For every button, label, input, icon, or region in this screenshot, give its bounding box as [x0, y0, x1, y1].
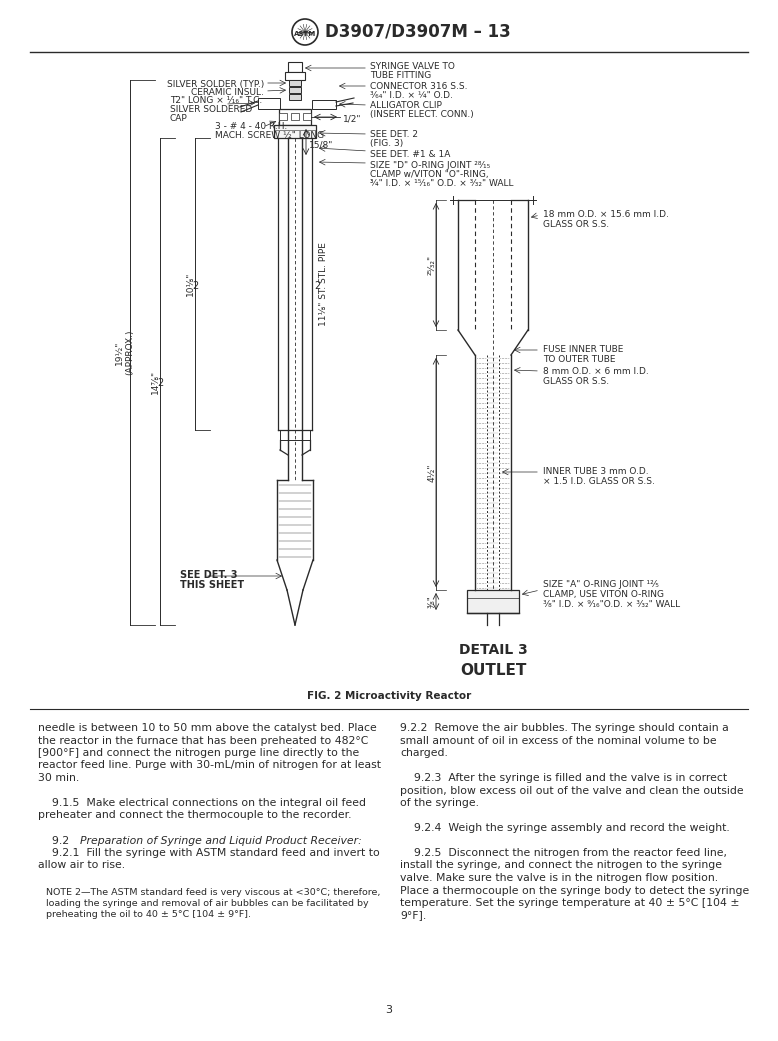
Text: TUBE FITTING: TUBE FITTING [370, 71, 431, 80]
Text: GLASS OR S.S.: GLASS OR S.S. [543, 220, 609, 229]
Text: 9°F].: 9°F]. [400, 911, 426, 920]
Text: 9.2.1  Fill the syringe with ASTM standard feed and invert to: 9.2.1 Fill the syringe with ASTM standar… [38, 848, 380, 858]
Bar [258, 98, 280, 109]
Text: TO OUTER TUBE: TO OUTER TUBE [543, 355, 615, 364]
Bar [285, 72, 305, 80]
Text: [900°F] and connect the nitrogen purge line directly to the: [900°F] and connect the nitrogen purge l… [38, 748, 359, 758]
Text: MACH. SCREW ½" LONG: MACH. SCREW ½" LONG [215, 131, 324, 139]
Text: position, blow excess oil out of the valve and clean the outside: position, blow excess oil out of the val… [400, 786, 744, 795]
Text: × 1.5 I.D. GLASS OR S.S.: × 1.5 I.D. GLASS OR S.S. [543, 477, 655, 486]
Bar [303, 113, 311, 120]
Text: T2" LONG × ¹⁄₁₆" T.C.: T2" LONG × ¹⁄₁₆" T.C. [170, 96, 262, 105]
Bar [467, 590, 519, 613]
Bar [312, 100, 336, 109]
Text: CONNECTOR 316 S.S.: CONNECTOR 316 S.S. [370, 82, 468, 91]
Bar [291, 113, 299, 120]
Text: reactor feed line. Purge with 30-mL/min of nitrogen for at least: reactor feed line. Purge with 30-mL/min … [38, 761, 381, 770]
Text: FIG. 2 Microactivity Reactor: FIG. 2 Microactivity Reactor [307, 691, 471, 701]
Text: OUTLET: OUTLET [460, 663, 526, 678]
Text: 3 - # 4 - 40 R.H.: 3 - # 4 - 40 R.H. [215, 122, 287, 131]
Text: SEE DET. #1 & 1A: SEE DET. #1 & 1A [370, 150, 450, 159]
Text: temperature. Set the syringe temperature at 40 ± 5°C [104 ±: temperature. Set the syringe temperature… [400, 898, 740, 908]
Text: Place a thermocouple on the syringe body to detect the syringe: Place a thermocouple on the syringe body… [400, 886, 749, 895]
Text: 9.2.5  Disconnect the nitrogen from the reactor feed line,: 9.2.5 Disconnect the nitrogen from the r… [400, 848, 727, 858]
Text: loading the syringe and removal of air bubbles can be facilitated by: loading the syringe and removal of air b… [46, 899, 369, 908]
Text: preheater and connect the thermocouple to the recorder.: preheater and connect the thermocouple t… [38, 811, 352, 820]
Text: SIZE "A" O-RING JOINT ¹²⁄₅: SIZE "A" O-RING JOINT ¹²⁄₅ [543, 580, 659, 589]
Text: ³⁄₆₄" I.D. × ¼" O.D.: ³⁄₆₄" I.D. × ¼" O.D. [370, 91, 453, 100]
Text: Preparation of Syringe and Liquid Product Receiver:: Preparation of Syringe and Liquid Produc… [80, 836, 362, 845]
Text: SEE DET. 2: SEE DET. 2 [370, 130, 418, 139]
Text: 4½": 4½" [427, 463, 436, 482]
Text: 2: 2 [157, 379, 163, 388]
Text: 11⅛" ST. STL. PIPE: 11⅛" ST. STL. PIPE [320, 243, 328, 326]
Text: 10⅛": 10⅛" [185, 272, 194, 297]
Text: 2: 2 [192, 281, 198, 291]
Text: THIS SHEET: THIS SHEET [180, 580, 244, 590]
Text: 14⅞": 14⅞" [150, 370, 159, 393]
Text: of the syringe.: of the syringe. [400, 798, 479, 808]
Text: CERAMIC INSUL.: CERAMIC INSUL. [191, 88, 264, 97]
Text: 15/8": 15/8" [309, 139, 334, 149]
Bar [280, 430, 310, 440]
Text: 30 min.: 30 min. [38, 773, 79, 783]
Text: 19½"
(APPROX.): 19½" (APPROX.) [115, 330, 135, 375]
Text: 3: 3 [386, 1005, 392, 1015]
Text: (INSERT ELECT. CONN.): (INSERT ELECT. CONN.) [370, 110, 474, 119]
Text: SILVER SOLDERED: SILVER SOLDERED [170, 105, 252, 115]
Text: SIZE "D" O-RING JOINT ²⁸⁄₁₅: SIZE "D" O-RING JOINT ²⁸⁄₁₅ [370, 161, 490, 170]
Text: valve. Make sure the valve is in the nitrogen flow position.: valve. Make sure the valve is in the nit… [400, 873, 718, 883]
Text: 8 mm O.D. × 6 mm I.D.: 8 mm O.D. × 6 mm I.D. [543, 367, 649, 376]
Bar [289, 87, 301, 93]
Text: ³⁄₈": ³⁄₈" [427, 595, 436, 608]
Text: 9.2.3  After the syringe is filled and the valve is in correct: 9.2.3 After the syringe is filled and th… [400, 773, 727, 783]
Text: FUSE INNER TUBE: FUSE INNER TUBE [543, 345, 623, 354]
Bar [289, 80, 301, 86]
Text: needle is between 10 to 50 mm above the catalyst bed. Place: needle is between 10 to 50 mm above the … [38, 723, 377, 733]
Text: ¾" I.D. × ¹⁵⁄₁₆" O.D. × ³⁄₃₂" WALL: ¾" I.D. × ¹⁵⁄₁₆" O.D. × ³⁄₃₂" WALL [370, 179, 513, 188]
Bar [288, 62, 302, 72]
Text: SILVER SOLDER (TYP.): SILVER SOLDER (TYP.) [166, 80, 264, 88]
Text: the reactor in the furnace that has been preheated to 482°C: the reactor in the furnace that has been… [38, 736, 368, 745]
Bar [279, 113, 287, 120]
Text: 2: 2 [314, 281, 320, 291]
Text: SYRINGE VALVE TO: SYRINGE VALVE TO [370, 62, 455, 71]
Text: GLASS OR S.S.: GLASS OR S.S. [543, 377, 609, 386]
Text: 9.1.5  Make electrical connections on the integral oil feed: 9.1.5 Make electrical connections on the… [38, 798, 366, 808]
Text: D3907/D3907M – 13: D3907/D3907M – 13 [325, 23, 510, 41]
Text: 9.2.4  Weigh the syringe assembly and record the weight.: 9.2.4 Weigh the syringe assembly and rec… [400, 823, 730, 833]
Text: ³⁄₈" I.D. × ⁹⁄₁₆"O.D. × ³⁄₃₂" WALL: ³⁄₈" I.D. × ⁹⁄₁₆"O.D. × ³⁄₃₂" WALL [543, 600, 680, 609]
Text: SEE DET. 3: SEE DET. 3 [180, 570, 237, 580]
Text: ALLIGATOR CLIP: ALLIGATOR CLIP [370, 101, 442, 110]
Text: (FIG. 3): (FIG. 3) [370, 139, 403, 148]
Text: 18 mm O.D. × 15.6 mm I.D.: 18 mm O.D. × 15.6 mm I.D. [543, 210, 669, 219]
Text: NOTE 2—The ASTM standard feed is very viscous at <30°C; therefore,: NOTE 2—The ASTM standard feed is very vi… [46, 888, 380, 897]
Text: allow air to rise.: allow air to rise. [38, 861, 125, 870]
Text: CAP: CAP [170, 115, 187, 123]
Text: 9.2: 9.2 [38, 836, 76, 845]
Text: INNER TUBE 3 mm O.D.: INNER TUBE 3 mm O.D. [543, 467, 649, 476]
Text: ²⁵⁄₃₂": ²⁵⁄₃₂" [427, 255, 436, 275]
Bar [289, 94, 301, 100]
Bar [274, 125, 316, 138]
Text: install the syringe, and connect the nitrogen to the syringe: install the syringe, and connect the nit… [400, 861, 722, 870]
Text: 9.2.2  Remove the air bubbles. The syringe should contain a: 9.2.2 Remove the air bubbles. The syring… [400, 723, 729, 733]
Text: small amount of oil in excess of the nominal volume to be: small amount of oil in excess of the nom… [400, 736, 717, 745]
Text: preheating the oil to 40 ± 5°C [104 ± 9°F].: preheating the oil to 40 ± 5°C [104 ± 9°… [46, 910, 251, 919]
Text: 1/2": 1/2" [343, 115, 362, 123]
Bar [279, 109, 311, 125]
Text: CLAMP, USE VITON O-RING: CLAMP, USE VITON O-RING [543, 590, 664, 599]
Text: charged.: charged. [400, 748, 448, 758]
Text: DETAIL 3: DETAIL 3 [458, 643, 527, 657]
Text: ASTM: ASTM [294, 31, 316, 37]
Text: CLAMP w/VITON "O"-RING,: CLAMP w/VITON "O"-RING, [370, 170, 489, 179]
